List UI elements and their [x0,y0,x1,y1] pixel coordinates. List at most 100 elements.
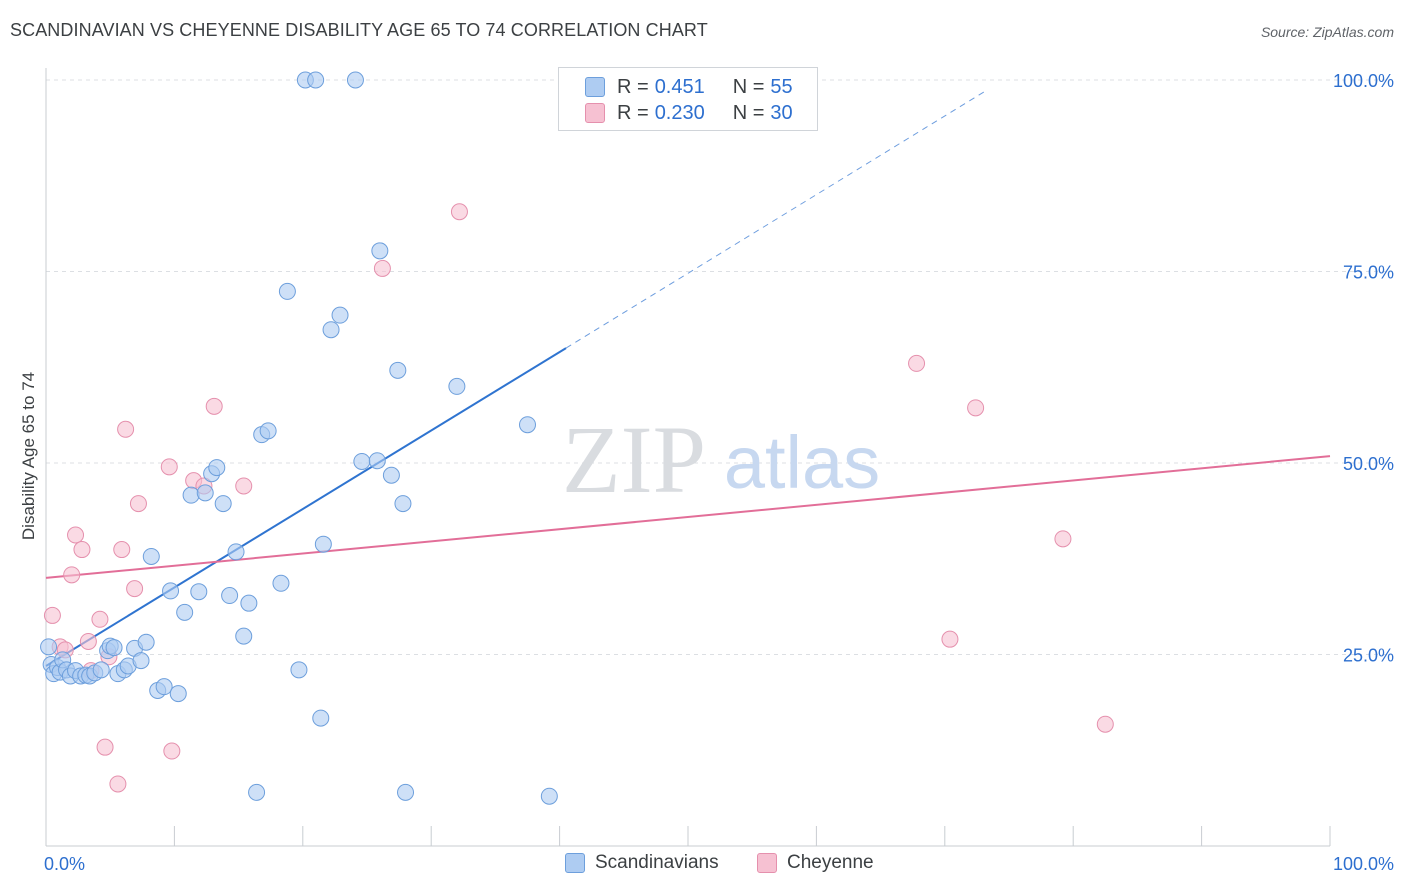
cheyenne-point [967,399,985,417]
tick-labels: 25.0% 50.0% 75.0% 100.0% 0.0% 100.0% [44,71,1394,874]
scandinavian-point [540,787,558,805]
cheyenne-point [163,742,181,760]
scandinavian-point [389,361,407,379]
scandinavian-point [448,377,466,395]
legend-swatch-blue [585,77,605,97]
legend-r-value: 0.230 [654,101,705,124]
legend-row-cheyenne: R = 0.230 N = 30 [585,100,793,126]
cheyenne-point [91,610,109,628]
y-tick-label: 25.0% [1343,646,1394,666]
scandinavian-point [155,678,173,696]
scandinavian-point [132,652,150,670]
grid-lines [46,79,1392,655]
cheyenne-point [205,397,223,415]
cheyenne-point [450,203,468,221]
scandinavian-point [312,709,330,727]
scandinavian-point [394,495,412,513]
scandinavian-point [331,306,349,324]
scandinavian-point [307,71,325,89]
legend-n-label: N = [732,75,765,98]
scandinavian-point [259,422,277,440]
scandinavian-point [240,594,258,612]
scandinavian-trend-extension [565,90,987,349]
cheyenne-point [73,541,91,559]
watermark-atlas: atlas [724,421,880,504]
axes [45,68,1331,847]
cheyenne-point [235,477,253,495]
scandinavian-point [169,685,187,703]
cheyenne-point [908,354,926,372]
scandinavian-point [290,661,308,679]
cheyenne-point [160,458,178,476]
scandinavian-point [519,416,536,434]
cheyenne-point [1096,715,1114,733]
legend-swatch-pink [585,103,605,123]
legend-n-label: N = [732,101,765,124]
scandinavian-trend-line [45,347,567,667]
scandinavian-point [353,452,371,470]
legend-r-label: R = [617,75,649,98]
cheyenne-point [117,420,135,438]
legend-label-scandinavians: Scandinavians [595,852,719,873]
scandinavian-point [397,783,415,801]
legend-swatch-blue [565,853,585,873]
legend-n-value: 55 [770,75,793,98]
scandinavian-point [176,603,194,621]
watermark-zip: ZIP [562,406,706,513]
legend-item-scandinavians[interactable]: Scandinavians [565,852,719,874]
cheyenne-point [96,738,114,756]
y-tick-label: 50.0% [1343,454,1394,474]
legend-label-cheyenne: Cheyenne [787,852,874,873]
scandinavian-point [105,639,123,657]
y-axis-label: Disability Age 65 to 74 [19,372,38,540]
legend-r-value: 0.451 [654,75,705,98]
scandinavian-point [182,486,200,504]
y-tick-label: 100.0% [1333,71,1394,91]
scandinavian-point [322,321,340,339]
scandinavian-point [190,583,208,601]
scandinavian-point [221,587,239,605]
scandinavian-point [92,661,110,679]
cheyenne-point [129,495,147,513]
scandinavian-point [371,242,389,260]
scandinavian-point [40,638,58,656]
scandinavian-point [314,535,332,553]
legend-item-cheyenne[interactable]: Cheyenne [757,852,874,874]
trend-lines [45,90,1331,667]
scandinavian-point [162,582,180,600]
scandinavian-point [235,627,253,645]
cheyenne-trend-line [45,455,1331,579]
chart-title: SCANDINAVIAN VS CHEYENNE DISABILITY AGE … [10,20,708,40]
cheyenne-point [109,775,127,793]
scandinavian-point [227,543,245,561]
cheyenne-point [67,526,85,544]
scandinavian-point [137,633,155,651]
scandinavian-point [214,495,232,513]
scandinavian-point [278,282,296,300]
scandinavian-point [142,547,160,565]
scandinavian-point [346,71,364,89]
x-tick-label-start: 0.0% [44,854,85,874]
scandinavian-point [196,484,214,502]
scandinavian-point [208,459,226,477]
legend-row-scandinavians: R = 0.451 N = 55 [585,74,793,100]
scandinavian-point [368,452,386,470]
scandinavian-point [248,783,266,801]
scandinavian-point [382,466,400,484]
source-label: Source: ZipAtlas.com [1260,24,1394,40]
legend-r-label: R = [617,101,649,124]
data-points [40,71,1114,805]
scandinavian-point [272,574,290,592]
cheyenne-point [941,630,959,648]
legend-n-value: 30 [770,101,793,124]
cheyenne-point [79,632,97,650]
correlation-legend: R = 0.451 N = 55 R = 0.230 N = 30 [558,67,818,131]
cheyenne-point [126,580,144,598]
y-tick-label: 75.0% [1343,263,1394,283]
cheyenne-point [113,541,131,559]
x-tick-label-end: 100.0% [1333,854,1394,874]
cheyenne-point [63,566,81,584]
legend-swatch-pink [757,853,777,873]
watermark: ZIP atlas [562,406,880,513]
